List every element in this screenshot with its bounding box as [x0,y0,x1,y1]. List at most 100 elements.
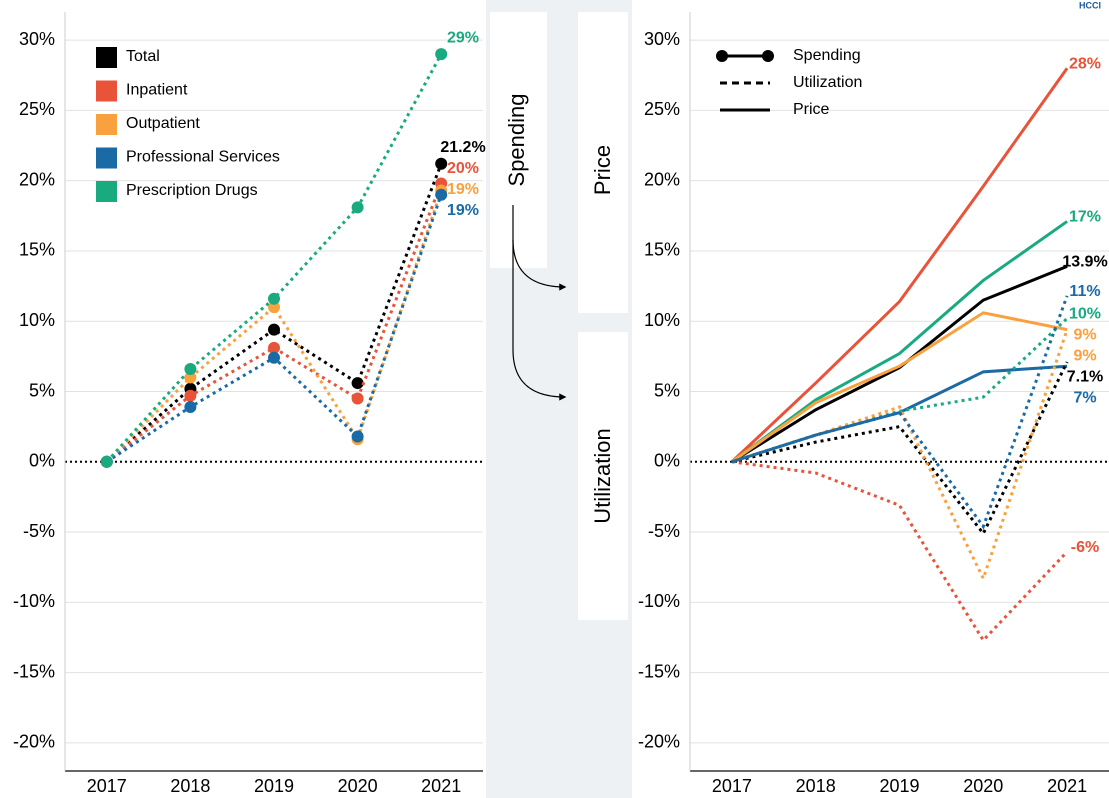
value-label: -6% [1071,539,1099,556]
y-tick-label: -20% [13,732,55,752]
y-tick-label: 25% [19,99,55,119]
right-panel [632,0,1109,798]
legend-label: Spending [793,47,861,64]
y-tick-label: -5% [648,521,680,541]
point [351,430,364,443]
y-tick-label: 0% [654,451,680,471]
value-label: 13.9% [1062,254,1107,271]
x-tick-label: 2017 [87,776,127,796]
x-tick-label: 2017 [712,776,752,796]
arrow [512,239,567,291]
y-tick-label: 10% [644,310,680,330]
series-line [731,460,1069,643]
y-tick-label: 30% [19,29,55,49]
point [435,48,448,61]
value-label: 7% [1073,390,1096,407]
legend-swatch [96,80,117,102]
value-label: 21.2% [440,139,485,156]
diagram: Spending Price Utilization [490,12,628,620]
value-label: 19% [447,181,479,198]
series-line [731,295,1069,530]
y-tick-label: 5% [654,380,680,400]
series-line [730,67,1069,463]
point [351,377,364,390]
value-label: 7.1% [1067,369,1103,386]
series-line [105,190,443,463]
x-tick-label: 2020 [963,776,1003,796]
legend-label: Professional Services [126,149,280,166]
point [268,323,280,336]
legend-swatch [96,114,117,135]
x-tick-label: 2021 [1047,776,1087,796]
point [184,389,197,402]
legend-label: Inpatient [126,82,188,99]
y-tick-label: 15% [644,240,680,260]
y-tick-label: 30% [644,29,680,49]
y-tick-label: -15% [13,661,55,681]
y-tick-label: 5% [29,380,55,400]
value-label: 20% [447,160,479,177]
point [351,201,364,214]
diagram-target: Utilization [590,428,615,523]
value-label: 9% [1073,348,1096,365]
spending-box [490,12,547,268]
legend-swatch [96,181,117,202]
point [268,341,280,354]
series-line [105,182,443,463]
series-line [731,361,1069,537]
arrow [512,349,567,401]
point [268,351,280,364]
legend-marker [716,50,728,62]
point [184,371,197,384]
x-tick-label: 2018 [170,776,210,796]
legend-swatch [96,147,117,169]
value-label: 17% [1069,209,1101,226]
diagram-target: Price [590,145,615,195]
series-line [731,220,1068,463]
y-tick-label: 20% [19,169,55,189]
value-label: 9% [1073,327,1096,344]
point [268,301,280,314]
legend-label: Total [126,48,160,65]
utilization-box [578,332,628,620]
y-tick-label: 20% [644,169,680,189]
value-label: 28% [1069,55,1101,72]
left-panel [0,0,486,798]
y-tick-label: -20% [638,732,680,752]
point [100,455,113,468]
y-tick-label: -10% [13,591,55,611]
legend-label: Utilization [793,74,862,91]
y-tick-label: -5% [23,521,55,541]
legend-swatch [96,47,117,68]
point [184,363,197,376]
legend-label: Prescription Drugs [126,182,258,199]
y-tick-label: 15% [19,240,55,260]
x-tick-label: 2019 [879,776,919,796]
legend-marker [762,50,774,62]
y-tick-label: -15% [638,661,680,681]
logo: HCCI [1079,0,1101,10]
y-tick-label: 25% [644,99,680,119]
value-label: 19% [447,202,479,219]
value-label: 11% [1069,283,1100,300]
x-tick-label: 2019 [254,776,294,796]
y-tick-label: 10% [19,310,55,330]
point [435,188,448,201]
x-tick-label: 2018 [796,776,836,796]
series-line [731,311,1068,464]
y-tick-label: -10% [638,591,680,611]
x-tick-label: 2021 [421,776,461,796]
point [268,292,280,305]
price-box [578,12,628,313]
diagram-source: Spending [504,94,529,187]
value-label: 10% [1069,306,1101,323]
point [351,392,364,405]
legend-label: Outpatient [126,115,200,132]
legend-label: Price [793,101,830,118]
value-label: 29% [447,29,479,46]
x-tick-label: 2020 [338,776,378,796]
point [435,157,448,170]
point [184,400,197,413]
y-tick-label: 0% [29,451,55,471]
